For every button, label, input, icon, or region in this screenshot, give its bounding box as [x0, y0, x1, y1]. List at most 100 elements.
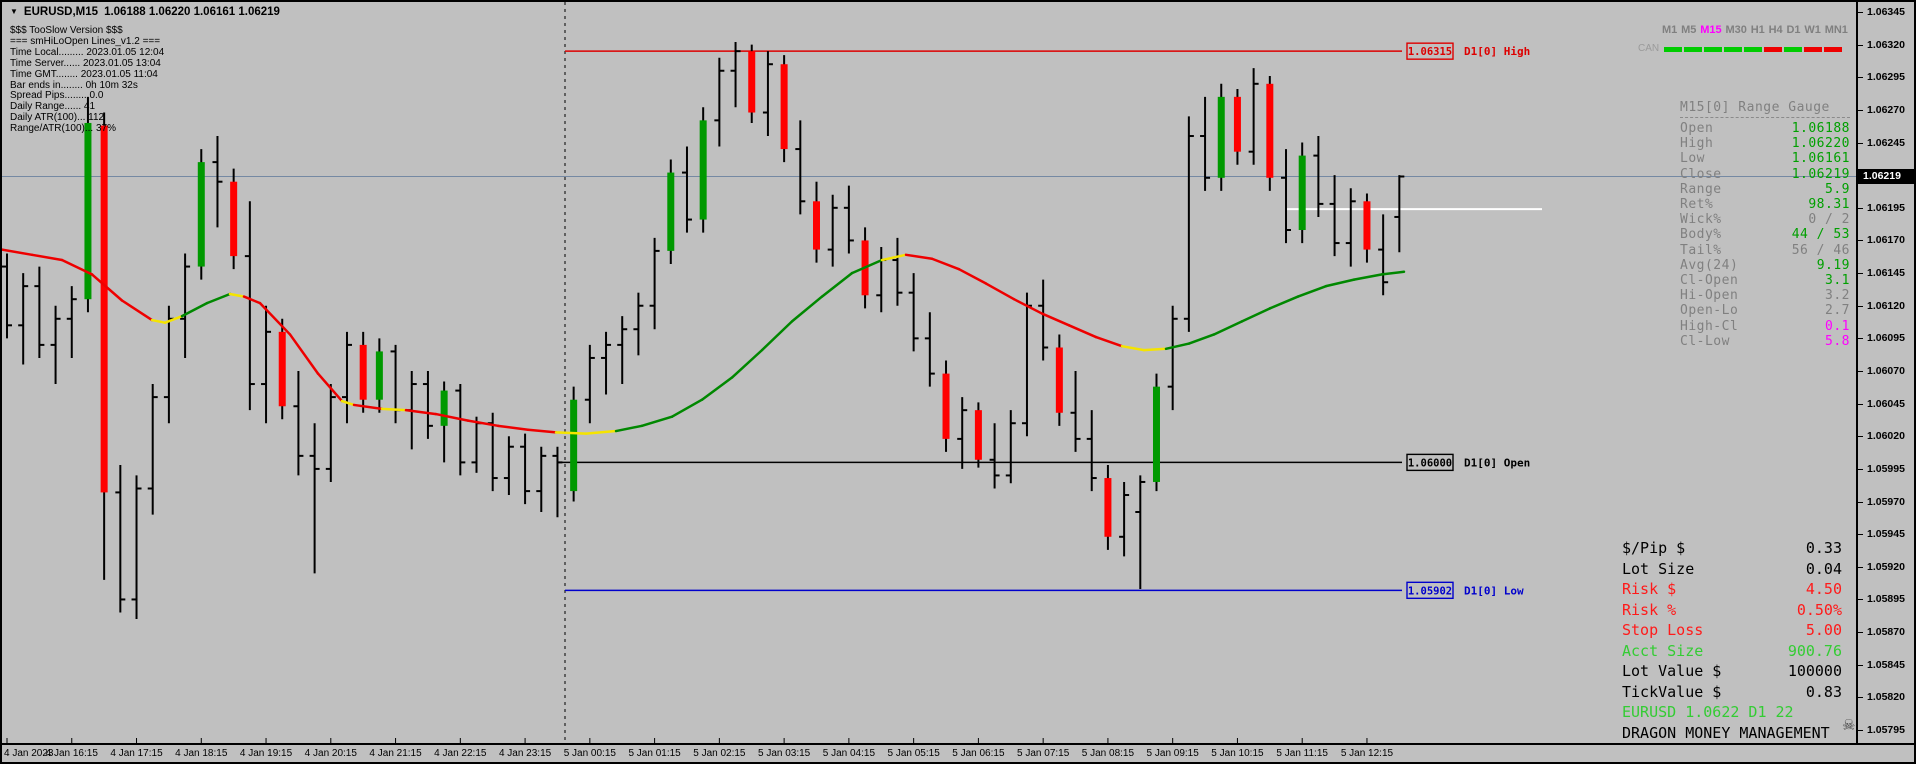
trend-status-dash	[1704, 47, 1722, 52]
price-tick-label: 1.06095	[1867, 332, 1905, 345]
money-value: 900.76	[1787, 641, 1842, 660]
gauge-label: Tail%	[1680, 242, 1722, 258]
moving-average-line	[434, 412, 470, 422]
timeframe-button-m5[interactable]: M5	[1681, 24, 1697, 36]
gauge-label: Ret%	[1680, 197, 1714, 213]
moving-average-line	[700, 376, 734, 401]
candle-body	[667, 172, 675, 251]
money-label: Stop Loss	[1622, 621, 1704, 639]
time-tick-label: 4 Jan 20:15	[304, 748, 357, 759]
moving-average-line	[554, 431, 588, 435]
money-value: 4.50	[1805, 580, 1842, 598]
gauge-value: 2.7	[1825, 303, 1850, 319]
trend-status-dash	[1824, 47, 1842, 52]
candle-body	[1266, 83, 1274, 178]
gauge-label: Body%	[1680, 227, 1722, 243]
price-tick-label: 1.05970	[1867, 495, 1905, 508]
money-value: 0.04	[1805, 559, 1842, 578]
trend-status-dash	[1684, 47, 1702, 52]
money-row: EURUSD 1.0622 D1 22	[1622, 702, 1842, 723]
indicator-info-panel: $$$ TooSlow Version $$$ === smHiLoOpen Li…	[10, 25, 164, 135]
moving-average-line	[1187, 333, 1216, 345]
level-price-text: 1.06315	[1408, 46, 1452, 58]
timeframe-button-mn1[interactable]: MN1	[1824, 24, 1848, 36]
price-tick-label: 1.06245	[1867, 136, 1905, 149]
timeframe-button-m30[interactable]: M30	[1725, 24, 1747, 36]
moving-average-line	[380, 407, 408, 412]
time-tick-label: 5 Jan 06:15	[952, 748, 1005, 759]
moving-average-line	[1012, 297, 1044, 315]
info-line: Bar ends in........ 0h 10m 32s	[10, 79, 138, 91]
price-tick-label: 1.05845	[1867, 658, 1905, 671]
moving-average-line	[1212, 320, 1244, 336]
chart-context-icon[interactable]: ▼	[10, 7, 18, 16]
candle-body	[813, 201, 820, 250]
money-value: 0.83	[1805, 682, 1842, 701]
time-tick-label: 5 Jan 11:15	[1276, 748, 1328, 759]
price-tick-label: 1.06120	[1867, 299, 1905, 312]
moving-average-line	[820, 271, 854, 298]
moving-average-line	[1094, 335, 1124, 348]
moving-average-line	[180, 301, 209, 318]
time-tick-label: 5 Jan 01:15	[628, 748, 681, 759]
info-line: $$$ TooSlow Version $$$	[10, 25, 123, 36]
gauge-label: Open	[1680, 121, 1714, 136]
money-row: $/Pip $ 0.33	[1622, 538, 1842, 559]
candle-body	[1298, 155, 1306, 231]
time-tick-label: 4 Jan 22:15	[434, 748, 487, 759]
timeframe-status-dashes	[1664, 47, 1844, 52]
level-price-text: 1.06000	[1408, 457, 1452, 469]
price-tick-label: 1.05995	[1867, 462, 1905, 475]
gauge-row: High 1.06220	[1680, 136, 1850, 151]
price-tick-label: 1.06345	[1867, 6, 1905, 18]
time-tick-label: 4 Jan 23:15	[498, 748, 552, 759]
timeframe-button-w1[interactable]: W1	[1804, 24, 1821, 36]
price-tick-label: 1.05795	[1867, 723, 1905, 736]
time-tick-label: 5 Jan 00:15	[563, 748, 616, 759]
moving-average-line	[984, 282, 1016, 301]
gauge-value: 9.19	[1816, 257, 1850, 273]
gauge-row: Ret% 98.31	[1680, 197, 1850, 212]
candle-body	[1104, 478, 1112, 537]
price-tick-label: 1.06270	[1867, 103, 1905, 116]
info-line: Time GMT........ 2023.01.05 11:04	[10, 68, 158, 80]
gauge-row: Hi-Open 3.2	[1680, 288, 1850, 303]
candle-body	[440, 390, 448, 426]
level-price-box	[1406, 42, 1454, 60]
moving-average-line	[1324, 278, 1356, 288]
price-chart[interactable]: 1.06315 D1[0] High 1.06000 D1[0] Open 1.0590…	[2, 2, 1856, 743]
moving-average-line	[730, 348, 764, 379]
timeframe-button-d1[interactable]: D1	[1786, 24, 1801, 36]
timeframe-button-h1[interactable]: H1	[1750, 24, 1765, 36]
candle-body	[780, 64, 788, 150]
timeframe-button-h4[interactable]: H4	[1768, 24, 1783, 36]
level-label-text: D1[0] High	[1464, 45, 1530, 58]
gauge-value: 0.1	[1825, 318, 1850, 334]
moving-average-line	[1120, 344, 1146, 352]
money-label: $/Pip $	[1622, 539, 1686, 557]
money-row: Lot Value $ 100000	[1622, 661, 1842, 682]
trend-status-dash	[1804, 47, 1822, 52]
money-row: TickValue $ 0.83	[1622, 682, 1842, 703]
can-label: CAN	[1638, 43, 1660, 54]
candle-body	[1152, 386, 1160, 482]
price-tick-label: 1.06045	[1867, 397, 1905, 410]
gauge-label: Range	[1680, 181, 1722, 197]
timeframe-button-m1[interactable]: M1	[1662, 24, 1678, 36]
gauge-value: 3.2	[1825, 288, 1850, 304]
moving-average-line	[60, 258, 94, 276]
info-line: Time Server...... 2023.01.05 13:04	[10, 57, 161, 69]
moving-average-line	[880, 253, 908, 262]
timeframe-button-m15[interactable]: M15	[1700, 24, 1722, 36]
moving-average-line	[957, 267, 988, 285]
gauge-row: Open 1.06188	[1680, 121, 1850, 136]
time-tick-label: 4 Jan 18:15	[175, 748, 228, 759]
gauge-row: Open-Lo 2.7	[1680, 303, 1850, 318]
moving-average-line	[288, 333, 320, 375]
level-price-text: 1.05902	[1408, 585, 1452, 597]
gauge-row: Cl-Open 3.1	[1680, 273, 1850, 288]
candle-body	[974, 410, 982, 460]
range-gauge-panel: M15[0] Range Gauge Open 1.06188 High 1.0622…	[1680, 100, 1850, 349]
moving-average-line	[466, 419, 500, 428]
money-label: Acct Size	[1622, 641, 1704, 660]
